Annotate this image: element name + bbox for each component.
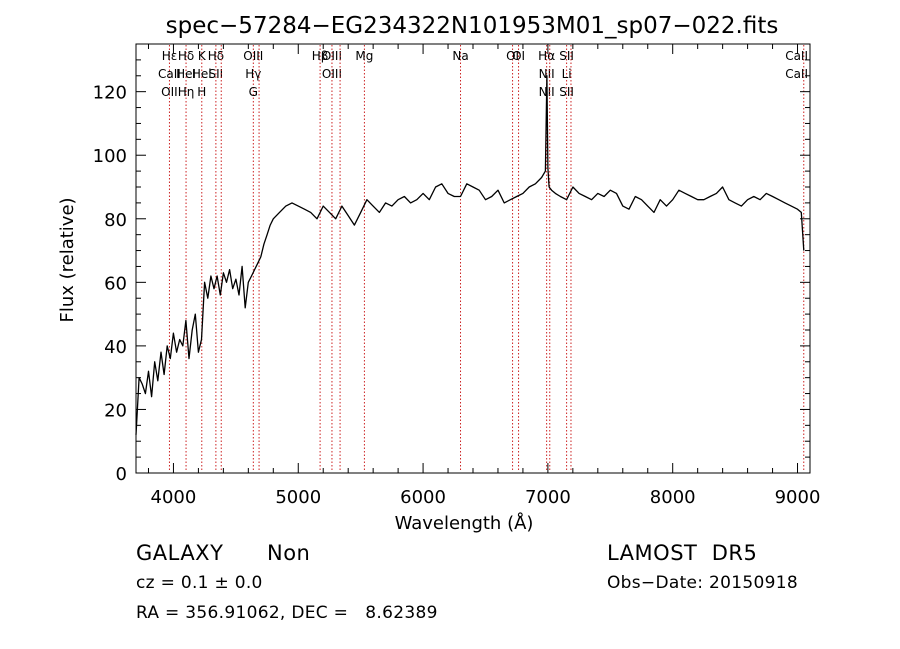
y-tick-label: 120 xyxy=(93,83,127,104)
line-label: Hα xyxy=(538,49,555,63)
line-label: HeI xyxy=(176,67,196,81)
y-tick-label: 80 xyxy=(104,210,127,231)
y-tick-label: 60 xyxy=(104,273,127,294)
spectrum-line xyxy=(135,75,805,435)
line-label: G xyxy=(249,85,258,99)
ra-dec-coordinates: RA = 356.91062, DEC = 8.62389 xyxy=(136,603,438,623)
redshift-cz: cz = 0.1 ± 0.0 xyxy=(136,573,263,593)
axis-ticks: 4000 5000 6000 7000 8000 9000 0 20 40 60 80 100 120 xyxy=(93,44,821,508)
line-label: CaII xyxy=(158,67,181,81)
line-label: OII xyxy=(161,85,178,99)
observation-date: Obs−Date: 20150918 xyxy=(607,573,798,593)
line-label: OI xyxy=(506,49,519,63)
chart-title: spec−57284−EG234322N101953M01_sp07−022.f… xyxy=(166,13,779,39)
line-label: Hε xyxy=(162,49,178,63)
x-tick-label: 4000 xyxy=(151,487,197,508)
y-tick-label: 40 xyxy=(104,337,127,358)
line-label: Na xyxy=(452,49,468,63)
line-label: CaII xyxy=(785,67,808,81)
line-label: K xyxy=(198,49,207,63)
plot-frame xyxy=(135,43,811,474)
y-tick-label: 100 xyxy=(93,146,127,167)
line-label: OIII xyxy=(322,67,342,81)
emission-line-markers: HεCaIIOIIHδHeIHηKHelHHδSIIOIIIHγGHβOIIIO… xyxy=(158,45,808,472)
line-label: Hγ xyxy=(245,67,261,81)
x-axis-label: Wavelength (Å) xyxy=(395,512,534,534)
x-tick-label: 7000 xyxy=(525,487,571,508)
line-label: Hη xyxy=(178,85,195,99)
object-subclass: Non xyxy=(267,541,311,565)
line-label: SII xyxy=(559,49,574,63)
line-label: Li xyxy=(562,67,572,81)
line-label: Hβ xyxy=(312,49,329,63)
line-label: OI xyxy=(512,49,525,63)
y-tick-label: 0 xyxy=(116,464,127,485)
spectrum-series xyxy=(135,75,805,435)
line-label: Hδ xyxy=(178,49,194,63)
line-label: Hδ xyxy=(208,49,224,63)
x-tick-label: 9000 xyxy=(775,487,821,508)
x-tick-label: 6000 xyxy=(400,487,446,508)
line-label: OIII xyxy=(243,49,263,63)
x-tick-label: 5000 xyxy=(275,487,321,508)
survey-name: LAMOST DR5 xyxy=(607,541,758,565)
line-label: Hel xyxy=(192,67,212,81)
y-tick-label: 20 xyxy=(104,400,127,421)
line-label: SII xyxy=(559,85,574,99)
line-label: NII xyxy=(539,67,555,81)
y-axis-label: Flux (relative) xyxy=(57,197,78,322)
line-label: Mg xyxy=(355,49,373,63)
object-class: GALAXY xyxy=(136,541,224,565)
x-tick-label: 8000 xyxy=(650,487,696,508)
line-label: CaII xyxy=(785,49,808,63)
line-label: OIII xyxy=(322,49,342,63)
line-label: SII xyxy=(209,67,224,81)
line-label: H xyxy=(197,85,206,99)
